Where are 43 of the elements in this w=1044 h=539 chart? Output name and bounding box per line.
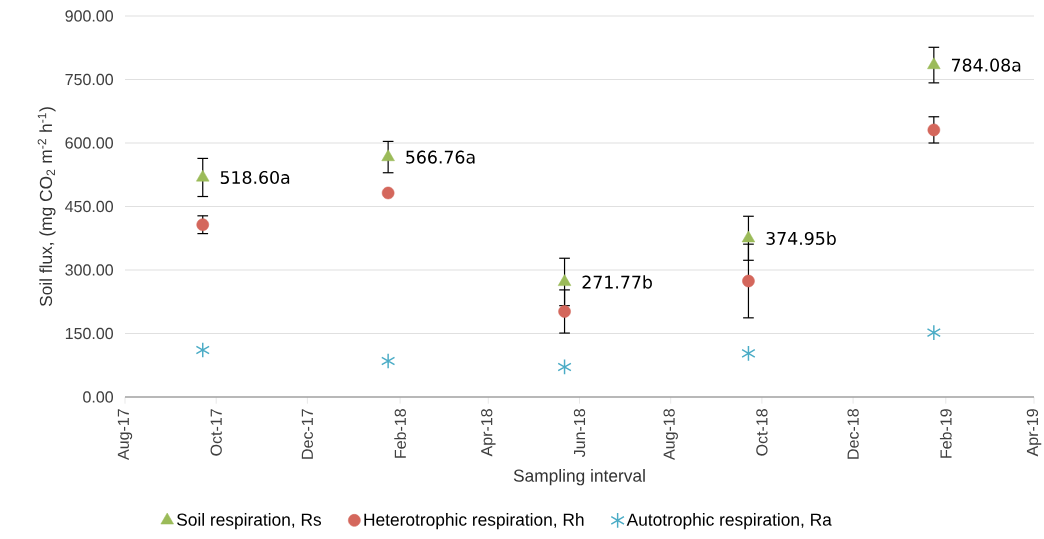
annotation: 566.76a bbox=[406, 150, 475, 164]
x-tick-label: Aug-17 bbox=[117, 409, 133, 460]
point bbox=[381, 186, 395, 200]
x-axis-title: Sampling interval bbox=[513, 469, 645, 486]
x-tick-label: Apr-18 bbox=[481, 409, 496, 457]
point bbox=[381, 149, 395, 162]
x-tick-label: Feb-18 bbox=[394, 409, 406, 458]
point bbox=[195, 341, 210, 359]
y-tick-label: 0.00 bbox=[83, 391, 114, 403]
point bbox=[742, 274, 755, 288]
x-tick-label: Dec-17 bbox=[301, 409, 313, 459]
point bbox=[196, 169, 210, 182]
point bbox=[558, 305, 571, 318]
point bbox=[196, 218, 210, 231]
y-tick-label: 600.00 bbox=[65, 137, 114, 149]
annotation: 374.95b bbox=[766, 231, 836, 245]
y-axis-title: Soil flux, (mg CO$_{2}$ m$^{-2}$ h$^{-1}$) bbox=[37, 107, 56, 307]
y-tick-label: 900.00 bbox=[65, 10, 114, 22]
y-tick-label: 150.00 bbox=[65, 327, 114, 340]
point bbox=[557, 358, 572, 376]
legend-label: Soil respiration, Rs bbox=[177, 513, 322, 530]
x-tick-label: Feb-19 bbox=[939, 409, 952, 458]
point bbox=[927, 57, 941, 70]
annotation: 271.77b bbox=[582, 275, 652, 289]
y-tick-label: 300.00 bbox=[65, 264, 114, 276]
point bbox=[927, 123, 941, 137]
legend-label: Heterotrophic respiration, Rh bbox=[364, 513, 584, 530]
x-tick-label: Oct-18 bbox=[756, 409, 768, 456]
annotation: 518.60a bbox=[220, 170, 290, 185]
x-tick-label: Oct-17 bbox=[210, 409, 222, 456]
x-tick-label: Aug-18 bbox=[663, 409, 678, 460]
point bbox=[926, 324, 941, 341]
y-tick-label: 450.00 bbox=[65, 200, 114, 213]
point bbox=[381, 352, 396, 370]
y-tick-label: 750.00 bbox=[65, 73, 114, 86]
point bbox=[557, 274, 572, 286]
x-tick-label: Jun-18 bbox=[573, 409, 586, 458]
legend-label: Autotrophic respiration, Ra bbox=[626, 513, 832, 530]
x-tick-label: Dec-18 bbox=[847, 409, 859, 459]
x-tick-label: Apr-19 bbox=[1026, 409, 1042, 457]
point bbox=[741, 345, 756, 362]
point bbox=[741, 230, 756, 243]
annotation: 784.08a bbox=[951, 58, 1021, 72]
